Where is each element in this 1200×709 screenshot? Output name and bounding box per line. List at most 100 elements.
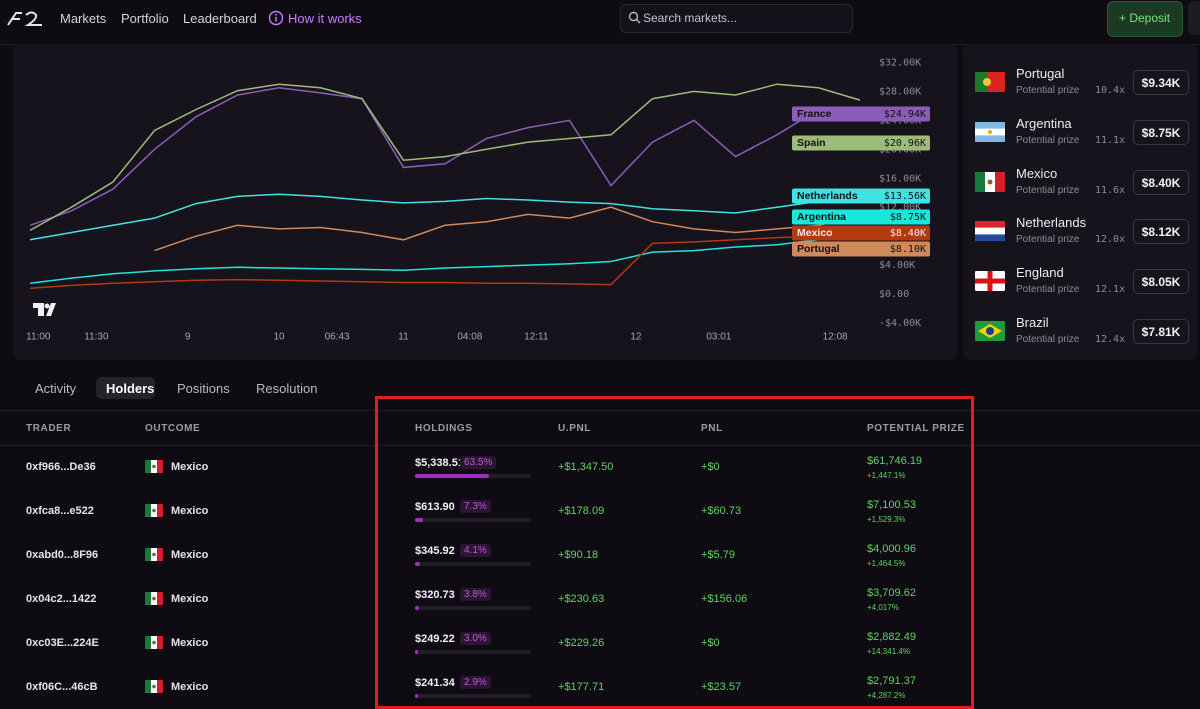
info-icon xyxy=(268,10,284,26)
x-tick-label: 06:43 xyxy=(325,332,350,343)
upnl: +$229.26 xyxy=(558,637,605,649)
multiplier: 12.4x xyxy=(1095,334,1126,345)
logo[interactable] xyxy=(6,9,46,29)
pnl: +$60.73 xyxy=(701,505,742,517)
end-value-label: $13.56K xyxy=(884,191,926,202)
prize-percent: +1,447.1% xyxy=(867,471,906,480)
trader: 0xf966...De36 xyxy=(26,461,96,473)
y-tick-label: $4.00K xyxy=(879,260,915,271)
series-line xyxy=(29,229,861,284)
end-value-label: $8.75K xyxy=(890,212,926,223)
potential-prize: $7,100.53 xyxy=(867,499,916,511)
pnl: +$156.06 xyxy=(701,593,748,605)
holdings: $345.92 xyxy=(415,545,455,557)
price: $7.81K xyxy=(1141,325,1181,339)
prize-percent: +14,341.4% xyxy=(867,647,910,656)
share-label: 2.9% xyxy=(460,676,491,689)
share-track xyxy=(415,562,531,566)
prize-label: Potential prize xyxy=(1016,134,1080,146)
tab[interactable]: Holders xyxy=(106,381,155,396)
multiplier: 12.0x xyxy=(1095,234,1126,246)
active-tab-bg xyxy=(96,377,155,399)
share-bar xyxy=(415,562,420,566)
outcome-name: Mexico xyxy=(1016,165,1058,181)
pnl: +$5.79 xyxy=(701,549,735,561)
price: $8.75K xyxy=(1141,125,1181,140)
price-box[interactable] xyxy=(1133,169,1189,195)
price-box[interactable] xyxy=(1133,119,1189,145)
price-box[interactable] xyxy=(1133,70,1189,95)
nav-link[interactable]: Markets xyxy=(60,11,107,26)
legend-name: Portugal xyxy=(797,243,840,255)
price: $8.05K xyxy=(1141,275,1181,290)
outcome: Mexico xyxy=(171,461,209,473)
flag xyxy=(975,171,1005,192)
series-line xyxy=(29,193,861,241)
price: $8.12K xyxy=(1141,225,1181,240)
tab[interactable]: Positions xyxy=(177,381,230,396)
prize-percent: +4,017% xyxy=(867,603,899,612)
flag xyxy=(975,72,1005,92)
series-line xyxy=(154,206,861,252)
trader: 0xf06C...46cB xyxy=(26,681,98,693)
price-box[interactable] xyxy=(1133,269,1189,295)
y-tick-label: -$4.00K xyxy=(879,318,921,329)
end-value-label: $24.94K xyxy=(884,109,926,120)
x-tick-label: 04:08 xyxy=(457,332,482,343)
trader: 0xfca8...e522 xyxy=(26,505,94,517)
flag xyxy=(975,121,1005,142)
column-header: OUTCOME xyxy=(145,423,201,434)
share-bar xyxy=(415,650,419,654)
flag xyxy=(975,221,1005,242)
column-header: PNL xyxy=(701,423,723,434)
series-line xyxy=(29,83,861,232)
x-tick-label: 11 xyxy=(398,332,409,343)
end-label-bg xyxy=(792,188,930,204)
x-tick-label: 11:00 xyxy=(26,332,51,343)
legend-name: Netherlands xyxy=(797,190,858,202)
multiplier: 11.6x xyxy=(1095,184,1126,196)
y-tick-label: $0.00 xyxy=(879,289,909,300)
tab[interactable]: Resolution xyxy=(256,381,318,396)
column-header: HOLDINGS xyxy=(415,423,473,434)
outcome-name: England xyxy=(1016,265,1064,281)
outcome-name: Netherlands xyxy=(1016,215,1087,231)
series-line xyxy=(29,232,861,290)
flag xyxy=(145,680,163,693)
flag xyxy=(145,460,163,473)
search-icon xyxy=(628,11,641,24)
flag xyxy=(145,548,163,561)
x-tick-label: 12 xyxy=(630,332,642,343)
upnl: +$90.18 xyxy=(558,549,599,561)
divider xyxy=(0,445,1200,446)
nav-link[interactable]: Portfolio xyxy=(121,11,169,26)
series-line xyxy=(29,87,861,227)
outcome: Mexico xyxy=(171,637,209,649)
highlight-box xyxy=(375,396,974,709)
menu-button[interactable] xyxy=(1188,1,1200,35)
deposit-button[interactable] xyxy=(1107,1,1183,37)
divider xyxy=(0,410,1200,411)
pnl: +$0 xyxy=(701,461,720,473)
upnl: +$177.71 xyxy=(558,681,605,693)
outcome: Mexico xyxy=(171,593,209,605)
end-value-label: $20.96K xyxy=(884,138,926,149)
deposit-label: + Deposit xyxy=(1119,11,1171,25)
search-box[interactable] xyxy=(620,4,853,33)
price-box[interactable] xyxy=(1133,319,1189,344)
y-tick-label: $32.00K xyxy=(879,57,921,68)
end-label-bg xyxy=(792,225,930,241)
holdings: $320.73 xyxy=(415,589,455,601)
holdings: $613.90 xyxy=(415,501,455,513)
how-it-works[interactable]: How it works xyxy=(288,11,362,26)
potential-prize: $61,746.19 xyxy=(867,455,923,467)
price-box[interactable] xyxy=(1133,219,1189,245)
multiplier: 12.1x xyxy=(1095,284,1126,296)
tab[interactable]: Activity xyxy=(35,381,77,396)
legend-name: Argentina xyxy=(797,211,846,223)
nav-link[interactable]: Leaderboard xyxy=(183,11,257,26)
flag xyxy=(975,271,1005,292)
legend-name: Mexico xyxy=(797,227,833,239)
outcome-name: Argentina xyxy=(1016,115,1072,131)
